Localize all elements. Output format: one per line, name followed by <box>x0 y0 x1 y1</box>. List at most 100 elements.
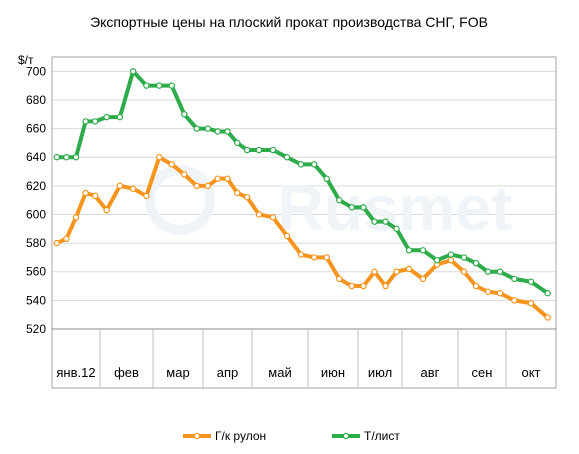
data-point <box>496 290 504 297</box>
x-tick-label: окт <box>521 365 540 380</box>
y-tick-label: 640 <box>26 150 46 164</box>
data-point <box>116 113 124 121</box>
data-point <box>143 82 150 89</box>
data-point <box>204 182 212 190</box>
y-tick-label: 560 <box>26 265 46 279</box>
series-1 <box>53 68 551 297</box>
y-tick-label: 540 <box>26 293 46 307</box>
data-point <box>283 154 291 161</box>
data-point <box>103 113 110 121</box>
legend: Г/к рулон Т/лист <box>183 429 400 443</box>
grid <box>52 70 556 330</box>
data-point <box>484 268 492 275</box>
data-point <box>511 275 518 283</box>
x-tick-label: июл <box>368 365 392 380</box>
data-point <box>527 300 535 307</box>
data-point <box>360 204 367 211</box>
data-point <box>156 82 163 89</box>
series-group <box>53 68 551 321</box>
data-point <box>181 171 188 178</box>
data-point <box>255 146 263 154</box>
data-point <box>382 282 389 290</box>
data-point <box>348 282 355 290</box>
data-point <box>53 239 61 247</box>
data-point <box>243 194 251 201</box>
y-tick-label: 520 <box>26 322 46 336</box>
data-point <box>214 175 221 182</box>
watermark-logo <box>145 165 215 235</box>
data-point <box>460 268 468 275</box>
y-axis-label: $/т <box>18 53 34 67</box>
data-point <box>168 82 175 89</box>
watermark-text: Rusmet <box>278 172 513 244</box>
data-point <box>511 297 518 304</box>
data-point <box>360 282 367 290</box>
x-tick-label: июн <box>321 365 345 380</box>
data-point <box>544 290 551 297</box>
x-tick-label: сен <box>472 365 493 380</box>
data-point <box>63 235 70 243</box>
data-point <box>419 247 427 254</box>
x-tick-label: май <box>268 365 291 380</box>
data-point <box>193 125 200 132</box>
x-tick-label: авг <box>421 365 440 380</box>
data-point <box>323 254 330 261</box>
data-point <box>447 251 455 258</box>
data-point <box>311 161 318 168</box>
data-point <box>103 206 110 214</box>
data-point <box>283 232 291 240</box>
data-point <box>82 189 89 197</box>
data-point <box>63 154 70 161</box>
data-point <box>297 161 305 168</box>
data-point <box>447 257 455 264</box>
data-point <box>72 214 80 221</box>
data-point <box>393 268 400 275</box>
y-tick-label: 580 <box>26 236 46 250</box>
chart-title: Экспортные цены на плоский прокат произв… <box>90 14 488 30</box>
y-tick-label: 600 <box>26 207 46 221</box>
data-point <box>311 254 318 261</box>
x-tick-label: янв.12 <box>56 365 95 380</box>
legend-label: Г/к рулон <box>215 429 266 443</box>
plot-border <box>51 56 557 389</box>
data-point <box>484 288 492 295</box>
data-point <box>214 128 221 135</box>
axes: 520 540 560 580 600 620 640 660 680 700 янв.12 фев м… <box>26 56 557 389</box>
data-point <box>336 275 343 283</box>
data-point <box>336 196 343 204</box>
series-0 <box>53 154 551 321</box>
legend-marker <box>342 432 350 440</box>
data-point <box>255 211 263 218</box>
data-point <box>72 154 80 161</box>
data-point <box>168 161 175 168</box>
data-point <box>224 175 231 182</box>
x-tick-label: апр <box>217 365 239 380</box>
data-point <box>419 275 427 283</box>
data-point <box>371 218 378 225</box>
legend-marker <box>193 432 201 440</box>
legend-label: Т/лист <box>364 429 400 443</box>
data-point <box>53 154 61 161</box>
data-point <box>193 182 200 190</box>
data-point <box>527 278 535 285</box>
x-tick-label: фев <box>114 365 139 380</box>
data-point <box>405 247 413 254</box>
data-point <box>156 154 163 161</box>
data-point <box>243 146 251 154</box>
data-point <box>393 225 400 232</box>
data-point <box>297 251 305 258</box>
data-point <box>348 204 355 211</box>
data-point <box>433 257 441 264</box>
data-point <box>91 118 99 125</box>
data-point <box>269 146 277 154</box>
x-tick-label: мар <box>166 365 189 380</box>
data-point <box>472 259 480 267</box>
data-point <box>234 139 241 147</box>
data-point <box>181 111 188 118</box>
data-point <box>472 282 480 290</box>
data-point <box>496 268 504 275</box>
data-point <box>323 175 330 182</box>
data-point <box>269 214 277 221</box>
data-point <box>116 182 124 190</box>
